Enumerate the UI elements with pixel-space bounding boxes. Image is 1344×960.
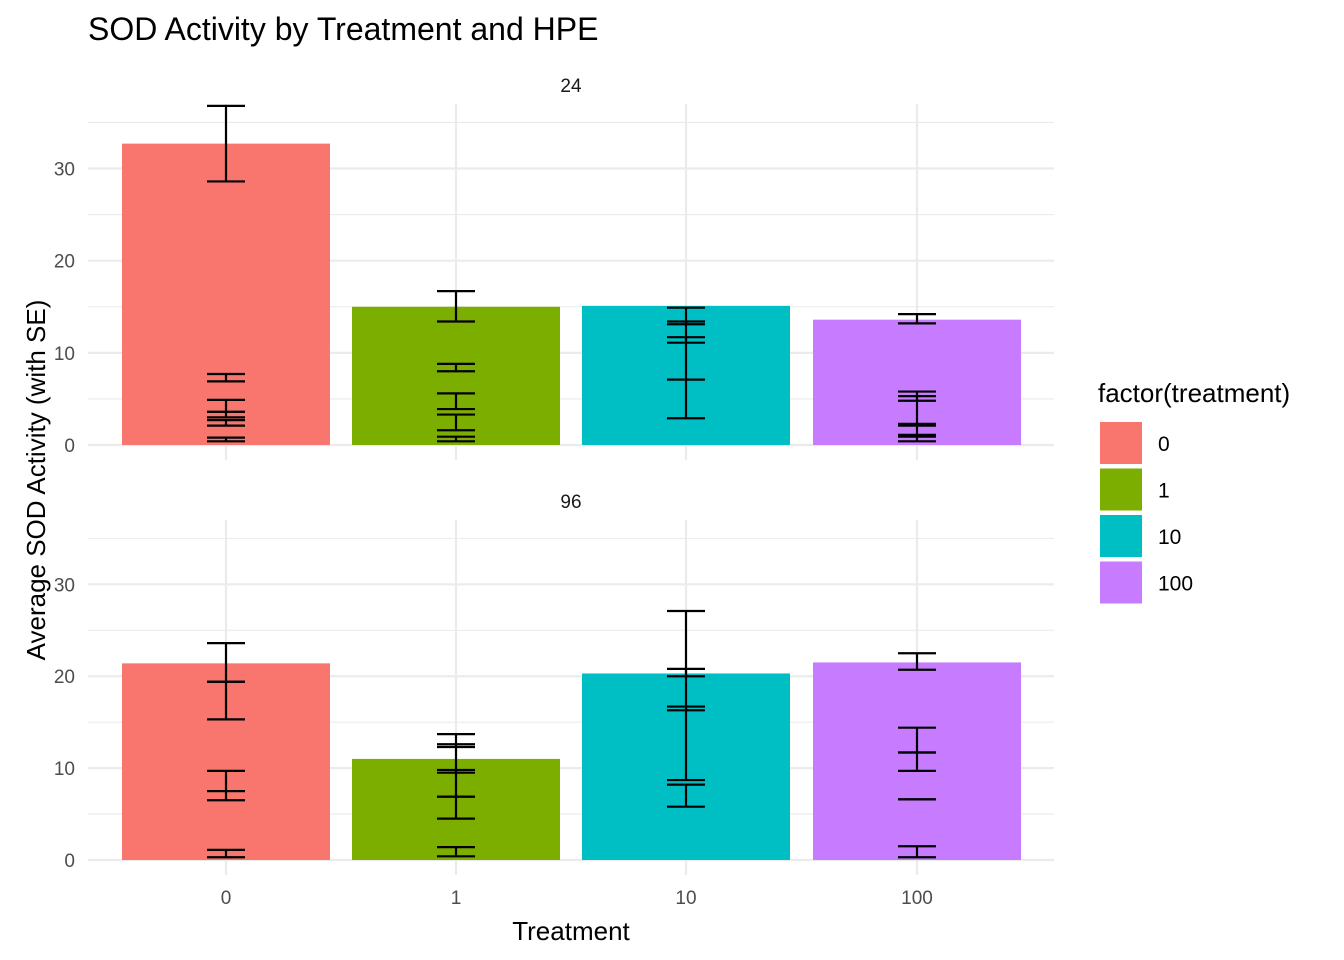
legend-label: 1 bbox=[1158, 480, 1170, 503]
error-bar bbox=[437, 435, 475, 443]
y-tick-label: 10 bbox=[54, 344, 75, 365]
y-tick-label: 20 bbox=[54, 252, 75, 273]
x-tick-label: 0 bbox=[221, 888, 232, 909]
legend-key-100 bbox=[1100, 561, 1142, 604]
error-bar bbox=[437, 795, 475, 820]
error-bar bbox=[667, 336, 705, 420]
legend: factor(treatment) 0 1 10 100 bbox=[1098, 378, 1290, 604]
error-bar bbox=[667, 609, 705, 678]
error-bar bbox=[207, 410, 245, 419]
x-tick-label: 1 bbox=[451, 888, 462, 909]
legend-key-0 bbox=[1100, 422, 1142, 464]
x-tick-label: 100 bbox=[901, 888, 933, 909]
error-bar bbox=[667, 783, 705, 808]
facet-label: 24 bbox=[560, 76, 582, 97]
error-bar bbox=[898, 652, 936, 671]
error-bar bbox=[667, 705, 705, 782]
panel-24: 24 0 10 20 30 bbox=[54, 76, 1054, 460]
error-bar bbox=[207, 789, 245, 802]
x-axis: 0 1 10 100 bbox=[221, 888, 933, 909]
legend-label: 100 bbox=[1158, 573, 1193, 596]
x-tick-label: 10 bbox=[675, 888, 696, 909]
error-bar bbox=[207, 104, 245, 183]
legend-title: factor(treatment) bbox=[1098, 378, 1290, 408]
error-bar bbox=[207, 372, 245, 383]
error-bar bbox=[437, 392, 475, 411]
error-bar bbox=[207, 680, 245, 721]
panel-96: 96 0 10 20 30 bbox=[54, 492, 1054, 875]
y-tick-label: 20 bbox=[54, 667, 75, 688]
y-tick-label: 30 bbox=[54, 575, 75, 596]
error-bar bbox=[437, 846, 475, 858]
error-bar bbox=[437, 289, 475, 323]
bar-0 bbox=[122, 143, 330, 445]
error-bar bbox=[207, 848, 245, 859]
error-bar bbox=[437, 362, 475, 373]
y-axis-title: Average SOD Activity (with SE) bbox=[21, 300, 51, 661]
y-tick-label: 0 bbox=[64, 851, 75, 872]
x-axis-title: Treatment bbox=[512, 916, 630, 946]
legend-key-10 bbox=[1100, 515, 1142, 557]
error-bar bbox=[207, 419, 245, 427]
facet-label: 96 bbox=[560, 492, 581, 513]
error-bar bbox=[898, 395, 936, 425]
y-tick-label: 10 bbox=[54, 759, 75, 780]
error-bar bbox=[898, 435, 936, 443]
y-tick-label: 0 bbox=[64, 436, 75, 457]
error-bar bbox=[898, 313, 936, 325]
error-bar bbox=[437, 413, 475, 432]
y-tick-label: 30 bbox=[54, 160, 75, 181]
error-bar bbox=[207, 436, 245, 443]
chart-title: SOD Activity by Treatment and HPE bbox=[88, 11, 598, 47]
error-bar bbox=[898, 845, 936, 859]
facet-panels: 24 0 10 20 30 96 0 10 20 30 bbox=[54, 76, 1054, 875]
error-bar bbox=[898, 424, 936, 436]
error-bar bbox=[898, 751, 936, 772]
legend-label: 10 bbox=[1158, 526, 1181, 549]
legend-label: 0 bbox=[1158, 433, 1170, 456]
legend-key-1 bbox=[1100, 468, 1142, 511]
